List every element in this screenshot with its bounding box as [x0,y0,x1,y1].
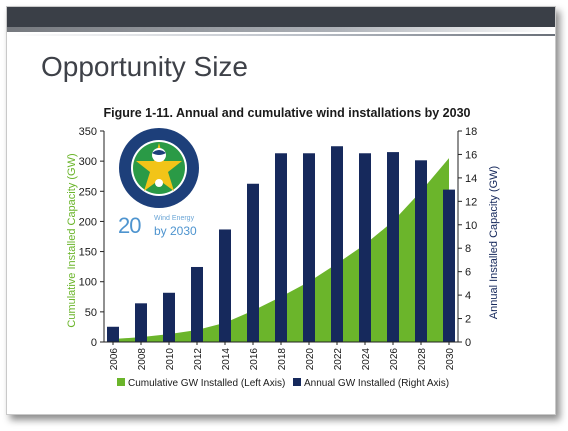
legend-swatch-cumulative [117,378,125,386]
department-of-energy-seal-icon [117,126,201,210]
annual-bar-2014 [219,229,231,342]
left-tick-label: 300 [79,156,97,168]
legend-label-annual: Annual GW Installed (Right Axis) [304,378,449,389]
right-tick-label: 16 [465,149,477,161]
left-tick-label: 200 [79,216,97,228]
accent-line [7,27,555,32]
x-tick-label: 2006 [109,348,120,371]
x-tick-label: 2010 [165,348,176,371]
slide: Opportunity Size [6,6,556,415]
x-tick-label: 2012 [193,348,204,371]
right-tick-label: 8 [465,243,471,255]
left-axis-title: Cumulative Installed Capacity (GW) [66,153,78,327]
legend-label-cumulative: Cumulative GW Installed (Left Axis) [128,378,285,389]
slide-title: Opportunity Size [41,51,248,82]
right-tick-label: 0 [465,337,471,349]
x-tick-label: 2028 [417,348,428,371]
annual-bar-2030 [443,189,455,342]
wind-energy-2030-badge: 20 Wind Energy by 2030 [118,213,208,245]
annual-bar-2012 [191,266,203,342]
legend-swatch-annual [293,378,301,386]
x-tick-label: 2020 [305,348,316,371]
right-tick-label: 12 [465,196,477,208]
top-band [7,7,555,27]
annual-bar-2008 [135,303,147,342]
x-tick-label: 2022 [333,348,344,371]
annual-bar-2022 [331,146,343,342]
annual-bar-2016 [247,183,259,342]
left-tick-label: 150 [79,247,97,259]
right-tick-label: 6 [465,267,471,279]
chart-title: Figure 1-11. Annual and cumulative wind … [104,106,471,120]
annual-bar-2024 [359,153,371,342]
left-tick-label: 0 [91,337,97,349]
x-tick-label: 2008 [137,348,148,371]
right-tick-label: 18 [465,126,477,138]
annual-bar-2026 [387,152,399,342]
left-tick-label: 250 [79,186,97,198]
x-tick-label: 2018 [277,348,288,371]
badge-20-text: 20 [118,213,142,238]
right-axis-title: Annual Installed Capacity (GW) [488,166,500,319]
annual-bar-2010 [163,292,175,342]
left-tick-label: 50 [85,307,97,319]
annual-bar-2028 [415,160,427,342]
right-tick-label: 14 [465,173,477,185]
x-tick-label: 2030 [445,348,456,371]
x-tick-label: 2024 [361,348,372,371]
accent-line-secondary [7,34,555,36]
x-tick-label: 2026 [389,348,400,371]
badge-year-text: by 2030 [154,224,197,238]
x-tick-label: 2016 [249,348,260,371]
right-tick-label: 2 [465,314,471,326]
badge-wind-energy-text: Wind Energy [154,215,195,222]
annual-bar-2020 [303,153,315,342]
annual-bar-2018 [275,153,287,342]
right-tick-label: 10 [465,220,477,232]
annual-bar-2006 [107,326,119,342]
right-tick-label: 4 [465,290,471,302]
left-tick-label: 100 [79,277,97,289]
x-tick-label: 2014 [221,348,232,371]
left-tick-label: 350 [79,126,97,138]
